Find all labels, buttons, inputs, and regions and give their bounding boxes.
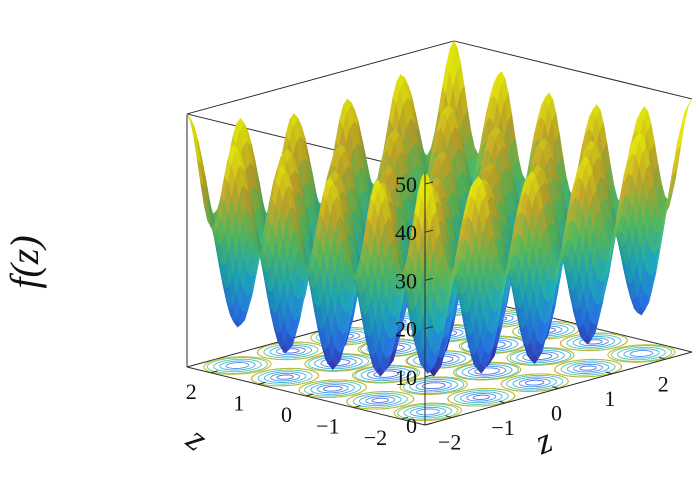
contour-ring <box>316 384 349 394</box>
contour-ring <box>559 332 628 352</box>
contour-ring <box>453 389 509 405</box>
contour-ring <box>554 358 623 378</box>
contour-ring <box>365 396 396 405</box>
contour-ring <box>399 376 468 395</box>
contour-ring <box>579 365 597 371</box>
contour-ring <box>472 394 490 400</box>
box-edge <box>186 40 455 115</box>
contour-ring <box>310 382 355 395</box>
surface-mesh <box>186 40 693 377</box>
box-edge <box>453 40 693 100</box>
contour-ring <box>403 377 465 395</box>
contour-ring <box>447 388 516 407</box>
contour-ring <box>213 358 262 373</box>
contour-ring <box>219 360 256 371</box>
contour-ring <box>359 394 402 407</box>
contour-ring <box>573 363 604 373</box>
contour-ring <box>518 378 551 388</box>
contour-ring <box>270 372 301 382</box>
contour-ring <box>560 360 616 376</box>
contour-ring <box>415 380 452 391</box>
contour-ring <box>421 382 446 390</box>
contour-ring <box>559 332 628 352</box>
contour-ring <box>304 380 362 397</box>
contour-ring <box>409 406 446 417</box>
contour-ring <box>416 408 440 416</box>
contour-ring <box>525 379 545 386</box>
contour-ring <box>512 376 557 389</box>
contour-ring <box>466 393 497 402</box>
contour-ring <box>607 344 676 363</box>
contour-ring <box>460 391 503 404</box>
contour-ring <box>629 350 654 357</box>
contour-ring <box>560 332 628 352</box>
contour-ring <box>263 371 307 383</box>
contour-ring <box>403 405 453 419</box>
contour-ring <box>371 397 389 403</box>
contour-ring <box>617 346 666 361</box>
contour-ring <box>225 362 250 369</box>
contour-ring <box>506 374 564 391</box>
contour-ring <box>275 346 306 356</box>
contour-ring <box>500 373 569 392</box>
contour-ring <box>623 348 660 359</box>
contour-ring <box>276 374 294 380</box>
contour-ring <box>566 362 610 374</box>
contour-ring <box>610 345 673 362</box>
contour-ring <box>409 379 459 393</box>
contour-ring <box>323 385 343 392</box>
